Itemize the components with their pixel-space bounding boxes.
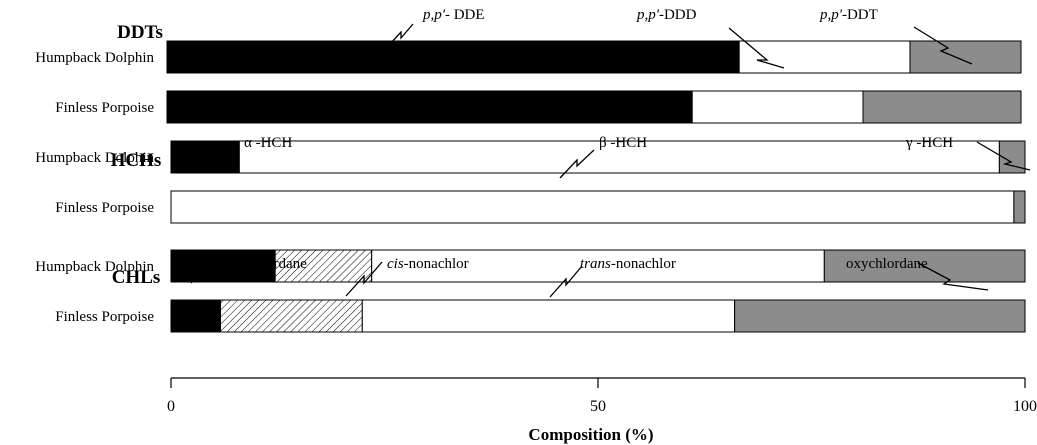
- bar-segment: [734, 299, 1026, 333]
- row-label: Humpback Dolphin: [35, 150, 154, 166]
- bar-segment: [166, 40, 740, 74]
- segment-label: oxychlordane: [846, 256, 928, 272]
- bar-segment: [170, 249, 276, 283]
- segment-label: p,p'- DDE: [422, 7, 485, 23]
- segment-label: cis-nonachlor: [387, 256, 469, 272]
- segment-label: p,p'-DDT: [819, 7, 878, 23]
- group-title-hchs: HCHs: [111, 150, 162, 171]
- leader-line: [917, 262, 989, 291]
- bar-segment: [738, 40, 911, 74]
- leader-line: [559, 149, 595, 179]
- row-label: Finless Porpoise: [55, 309, 154, 325]
- bar-segment: [909, 40, 1022, 74]
- segment-label: p,p'-DDD: [636, 7, 697, 23]
- bar-segment: [691, 90, 864, 124]
- x-axis: Composition (%) 0 50 100: [167, 377, 1037, 444]
- bar-segment: [238, 140, 1000, 174]
- leader-line: [728, 27, 785, 69]
- leader-line: [913, 26, 973, 65]
- row-label: Humpback Dolphin: [35, 259, 154, 275]
- x-tick-label: 100: [1013, 398, 1037, 415]
- x-tick-label: 50: [590, 398, 606, 415]
- leader-lines-layer: [190, 23, 1031, 298]
- leader-line: [190, 259, 220, 284]
- segment-label: cis-chlordane: [226, 256, 307, 272]
- bar-segment: [361, 299, 736, 333]
- group-title-ddts: DDTs: [117, 22, 163, 43]
- leader-line: [208, 142, 240, 168]
- leader-line: [549, 265, 583, 298]
- bars-layer: [166, 40, 1026, 333]
- bar-segment: [862, 90, 1022, 124]
- bar-segment: [170, 299, 222, 333]
- segment-label: α -HCH: [244, 135, 292, 151]
- bar-segment: [1013, 190, 1026, 224]
- bar-segment: [170, 190, 1015, 224]
- bar-segment: [220, 299, 363, 333]
- segment-label: trans-nonachlor: [580, 256, 676, 272]
- bar-segment: [371, 249, 825, 283]
- bar-segment: [166, 90, 693, 124]
- text-layer: DDTs Humpback Dolphin Finless Porpoise p,p'…: [35, 7, 953, 325]
- x-tick-label: 0: [167, 398, 175, 415]
- leader-line: [345, 261, 383, 297]
- bar-segment: [170, 140, 240, 174]
- segment-label: β -HCH: [599, 135, 647, 151]
- group-title-chls: CHLs: [112, 267, 161, 288]
- row-label: Finless Porpoise: [55, 100, 154, 116]
- leader-line: [976, 141, 1031, 171]
- leader-line: [388, 23, 414, 46]
- segment-label: γ -HCH: [905, 135, 953, 151]
- x-axis-title: Composition (%): [528, 425, 653, 444]
- row-label: Finless Porpoise: [55, 200, 154, 216]
- row-label: Humpback Dolphin: [35, 50, 154, 66]
